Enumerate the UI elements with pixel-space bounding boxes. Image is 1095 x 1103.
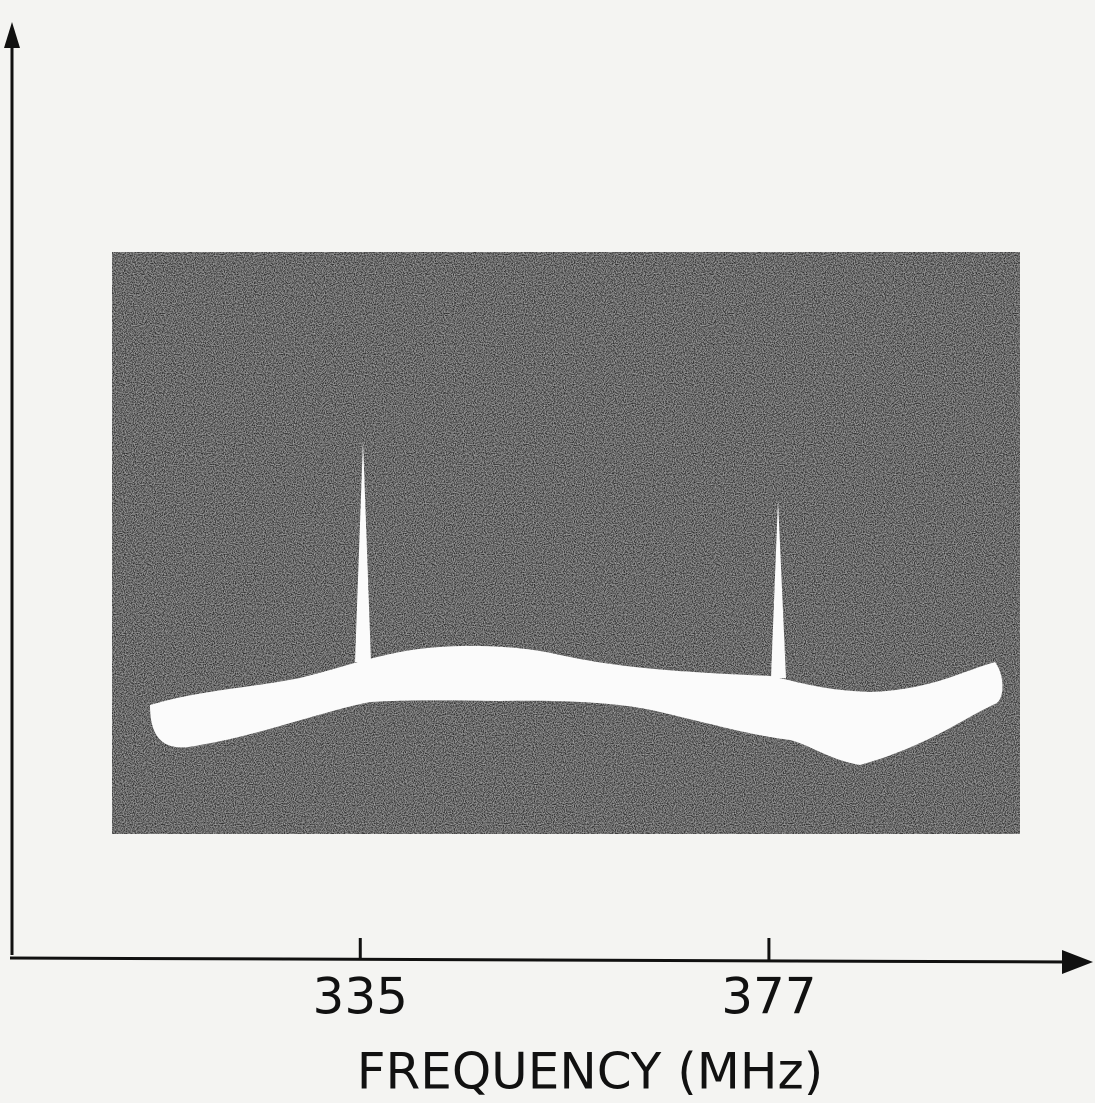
x-tick-label: 377 (721, 968, 816, 1026)
x-axis-arrow (1062, 950, 1093, 974)
x-axis (10, 958, 1070, 962)
page: FREQUENCY (MHz) 335377 (() => { const da… (0, 0, 1095, 1103)
x-axis-title: FREQUENCY (MHz) (357, 1043, 824, 1101)
y-axis-arrow (4, 22, 20, 48)
x-tick-label: 335 (313, 968, 408, 1026)
photo-panel (112, 252, 1020, 834)
figure: FREQUENCY (MHz) 335 377 (0, 0, 1095, 1103)
